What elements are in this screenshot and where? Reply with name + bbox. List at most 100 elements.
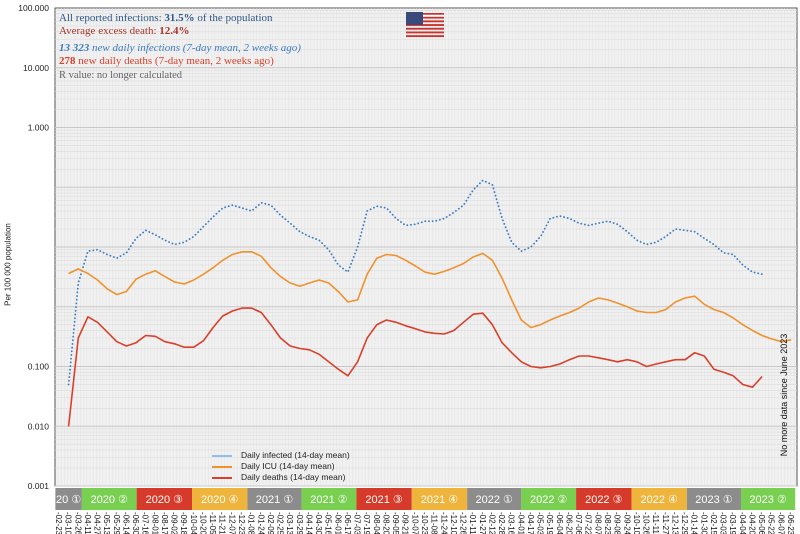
x-tick-label: -02-15 <box>709 512 718 534</box>
daily-deaths-suffix: new daily deaths (7-day mean, 2 weeks ag… <box>75 55 274 67</box>
x-tick-label: -04-11 <box>83 512 92 534</box>
x-tick-label: -11-08 <box>430 512 439 534</box>
legend: Daily infected (14-day mean) Daily ICU (… <box>212 450 350 483</box>
r-value-text: R value: no longer calculated <box>59 70 183 81</box>
quarter-block <box>81 488 137 510</box>
x-tick-label: -12-13 <box>670 512 679 534</box>
x-tick-label: -07-19 <box>362 512 371 534</box>
x-tick-label: -04-20 <box>747 512 756 534</box>
quarter-block <box>411 488 468 510</box>
x-tick-label: -01-27 <box>478 512 487 534</box>
x-tick-label: -04-04 <box>738 512 747 534</box>
total-infections-label: All reported infections: <box>59 12 165 24</box>
x-tick-label: -01-08 <box>247 512 256 534</box>
x-tick-label: -08-20 <box>381 512 390 534</box>
quarter-label: 2021 ③ <box>365 494 403 506</box>
x-tick-label: -05-16 <box>324 512 333 534</box>
quarter-block <box>247 488 302 510</box>
x-tick-label: -09-02 <box>170 512 179 534</box>
x-tick-label: -05-22 <box>767 512 776 534</box>
x-tick-label: -05-13 <box>102 512 111 534</box>
x-tick-label: -06-14 <box>121 512 130 534</box>
quarter-label: 2022 ① <box>476 494 514 506</box>
x-tick-label: -07-16 <box>141 512 150 534</box>
quarter-block <box>521 488 577 510</box>
quarter-label: 2021 ② <box>310 494 348 506</box>
x-tick-label: -08-07 <box>593 512 602 534</box>
x-tick-label: -08-23 <box>603 512 612 534</box>
x-tick-label: -05-06 <box>757 512 766 534</box>
x-tick-label: -06-23 <box>786 512 795 534</box>
quarter-label: 2023 ② <box>749 494 787 506</box>
quarter-block <box>741 488 796 510</box>
excess-death-value: 12.4% <box>159 25 190 37</box>
x-tick-label: -03-26 <box>73 512 82 534</box>
quarter-block <box>467 488 522 510</box>
y-tick-label: 0.100 <box>28 362 50 372</box>
quarter-label: 2020 ② <box>91 494 129 506</box>
x-tick-label: -10-04 <box>189 512 198 534</box>
y-axis-label: Per 100 000 population <box>3 223 13 306</box>
quarter-label: 2022 ④ <box>640 494 678 506</box>
x-tick-label: -11-24 <box>439 512 448 534</box>
x-tick-label: -06-04 <box>555 512 564 534</box>
flag-stripe <box>406 35 444 38</box>
quarter-label: 2022 ③ <box>585 494 623 506</box>
quarter-label: 2020 ③ <box>146 494 184 506</box>
x-tick-label: -08-17 <box>160 512 169 534</box>
y-tick-label: 100.000 <box>18 3 49 13</box>
x-tick-label: -10-23 <box>420 512 429 534</box>
x-tick-label: -09-21 <box>401 512 410 534</box>
x-tick-label: -02-25 <box>276 512 285 534</box>
y-tick-label: 0.010 <box>28 421 50 431</box>
quarter-block <box>686 488 742 510</box>
x-tick-label: -02-12 <box>487 512 496 534</box>
daily-infections-suffix: new daily infections (7-day mean, 2 week… <box>89 42 301 54</box>
x-tick-label: -05-29 <box>112 512 121 534</box>
x-tick-label: -06-20 <box>564 512 573 534</box>
grid <box>55 8 797 487</box>
x-tick-label: -10-20 <box>198 512 207 534</box>
flag-stripe <box>406 16 444 19</box>
x-tick-label: -04-27 <box>93 512 102 534</box>
legend-label-deaths: Daily deaths (14-day mean) <box>241 472 346 482</box>
x-tick-label: -06-01 <box>333 512 342 534</box>
quarter-block <box>136 488 193 510</box>
x-tick-label: -05-03 <box>536 512 545 534</box>
x-tick-label: -01-24 <box>256 512 265 534</box>
x-tick-label: -11-21 <box>218 512 227 534</box>
excess-death-label: Average excess death: <box>59 25 160 37</box>
daily-infections-text: 13 323 new daily infections (7-day mean,… <box>59 42 301 54</box>
quarter-label: 2020 ④ <box>201 494 239 506</box>
quarter-label: 2023 ① <box>695 494 733 506</box>
x-tick-label: -03-29 <box>295 512 304 534</box>
quarter-block <box>356 488 412 510</box>
quarter-label: 2022 ② <box>530 494 568 506</box>
x-tick-label: -01-14 <box>690 512 699 534</box>
flag-stripe <box>406 14 444 17</box>
flag-stripe <box>406 20 444 23</box>
excess-death-text: Average excess death: 12.4% <box>59 25 190 37</box>
y-tick-label: 1.000 <box>28 123 50 133</box>
x-tick-label: -03-13 <box>285 512 294 534</box>
x-tick-label: -11-05 <box>208 512 217 534</box>
x-tick-label: -01-30 <box>699 512 708 534</box>
x-tick-label: -03-19 <box>728 512 737 534</box>
x-tick-label: -12-23 <box>237 512 246 534</box>
legend-swatch-infected <box>212 454 232 457</box>
quarter-label: 2021 ④ <box>421 494 459 506</box>
x-tick-label: -03-03 <box>719 512 728 534</box>
series-line-deaths <box>67 307 763 427</box>
x-tick-label: -12-07 <box>227 512 236 534</box>
x-tick-label: -10-10 <box>632 512 641 534</box>
legend-swatch-icu <box>212 465 232 468</box>
x-tick-label: -09-08 <box>613 512 622 534</box>
x-tick-label: -04-01 <box>516 512 525 534</box>
x-tick-label: -08-01 <box>150 512 159 534</box>
x-tick-label: -02-28 <box>497 512 506 534</box>
x-tick-label: -12-29 <box>680 512 689 534</box>
y-tick-label: 0.001 <box>28 481 50 491</box>
x-tick-label: -02-09 <box>266 512 275 534</box>
x-tick-label: -05-19 <box>545 512 554 534</box>
